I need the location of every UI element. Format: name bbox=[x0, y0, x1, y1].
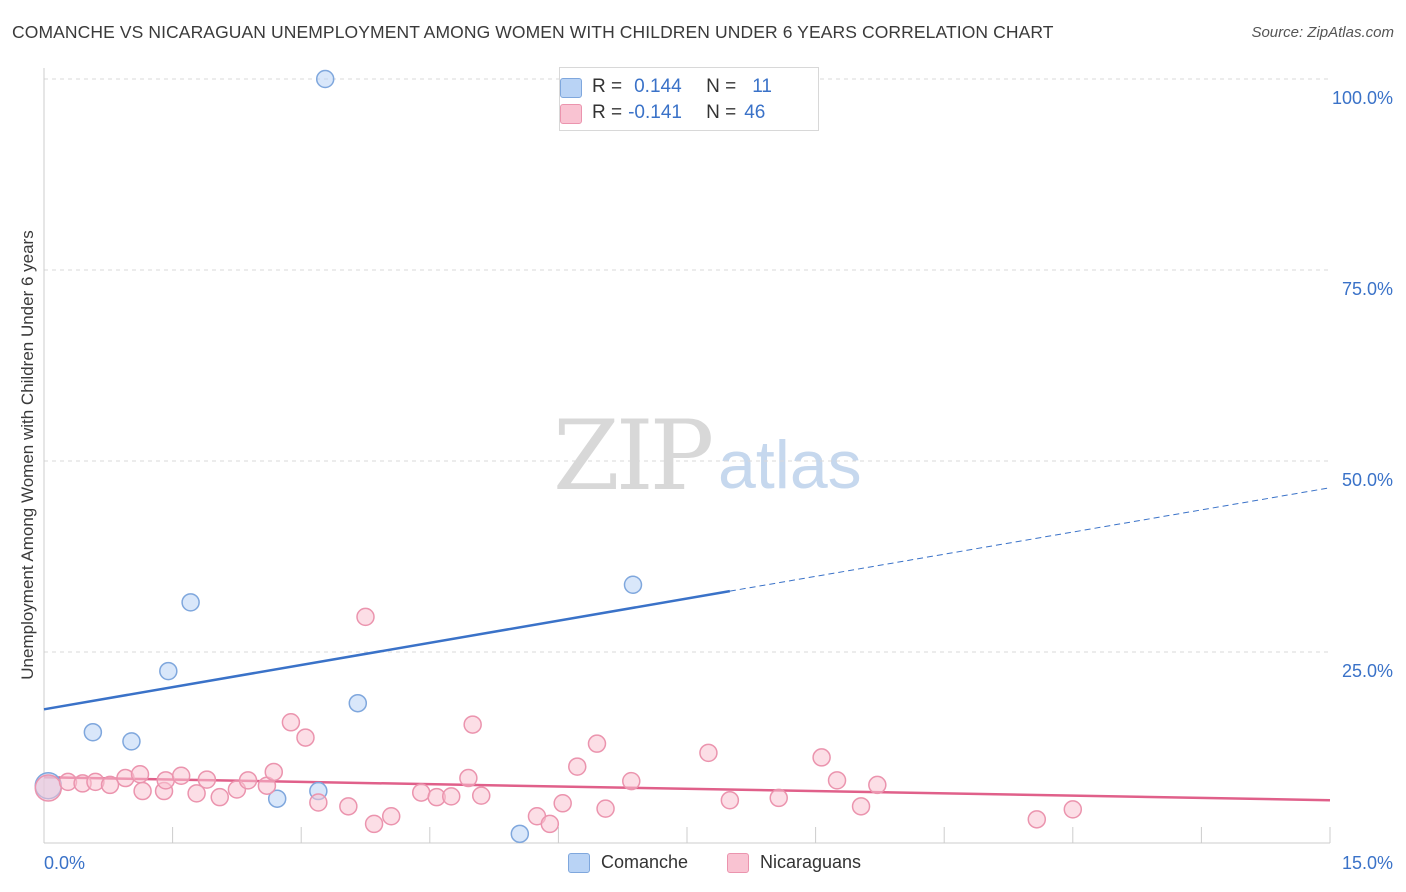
point-comanche bbox=[623, 575, 643, 595]
point-nicaraguans bbox=[769, 788, 788, 808]
point-comanche bbox=[83, 722, 103, 742]
point-nicaraguans bbox=[130, 764, 150, 784]
point-nicaraguans bbox=[622, 771, 641, 791]
legend-item-nicaraguans: Nicaraguans bbox=[727, 852, 861, 873]
tick-labels: 25.0% 50.0% 75.0% 100.0% 0.0% 15.0% bbox=[44, 88, 1393, 873]
watermark-atlas: atlas bbox=[718, 427, 862, 503]
point-nicaraguans bbox=[827, 771, 847, 790]
point-nicaraguans bbox=[238, 771, 258, 790]
point-nicaraguans bbox=[411, 783, 431, 802]
legend-row-comanche: R = 0.144 N = 11 bbox=[560, 74, 772, 100]
legend-r-label: R = bbox=[592, 102, 623, 123]
y-tick-label: 25.0% bbox=[1342, 661, 1393, 681]
point-nicaraguans bbox=[471, 786, 491, 805]
point-comanche bbox=[267, 789, 287, 808]
data-points bbox=[34, 69, 1083, 844]
point-nicaraguans bbox=[459, 768, 478, 788]
point-nicaraguans bbox=[587, 734, 607, 753]
trend-line-nicaraguans bbox=[43, 776, 1331, 802]
point-nicaraguans bbox=[463, 715, 482, 734]
point-nicaraguans bbox=[156, 771, 175, 790]
trend-lines bbox=[43, 487, 1331, 802]
x-tick-label: 0.0% bbox=[44, 853, 85, 873]
legend-r-value: 0.144 bbox=[634, 76, 682, 97]
point-nicaraguans bbox=[364, 814, 384, 834]
point-nicaraguans bbox=[540, 814, 560, 834]
point-nicaraguans bbox=[851, 797, 871, 816]
legend-item-comanche: Comanche bbox=[568, 852, 688, 873]
point-comanche bbox=[181, 593, 200, 612]
y-tick-label: 100.0% bbox=[1332, 88, 1393, 108]
point-nicaraguans bbox=[100, 775, 120, 795]
point-comanche bbox=[510, 824, 530, 844]
point-nicaraguans bbox=[720, 790, 740, 810]
point-nicaraguans bbox=[264, 762, 284, 782]
point-nicaraguans bbox=[553, 794, 572, 813]
legend-swatch-comanche bbox=[560, 78, 582, 98]
y-tick-label: 50.0% bbox=[1342, 470, 1393, 490]
point-nicaraguans bbox=[568, 757, 587, 776]
legend-n-label: N = bbox=[706, 76, 737, 97]
point-nicaraguans bbox=[441, 787, 461, 806]
correlation-legend: R = 0.144 N = 11 R = -0.141 N = 46 bbox=[559, 67, 819, 131]
legend-row-nicaraguans: R = -0.141 N = 46 bbox=[560, 100, 766, 126]
point-nicaraguans bbox=[133, 781, 152, 801]
point-nicaraguans bbox=[210, 787, 230, 807]
x-tick-label: 15.0% bbox=[1342, 853, 1393, 873]
legend-swatch-comanche bbox=[568, 852, 590, 873]
point-nicaraguans bbox=[356, 607, 375, 627]
point-nicaraguans bbox=[339, 797, 358, 816]
point-nicaraguans bbox=[1027, 810, 1047, 829]
watermark-zip: ZIP bbox=[553, 400, 714, 512]
point-nicaraguans bbox=[812, 748, 831, 767]
y-tick-label: 75.0% bbox=[1342, 279, 1393, 299]
point-nicaraguans bbox=[309, 793, 328, 812]
trend-line-comanche-projected bbox=[729, 487, 1331, 592]
point-nicaraguans bbox=[171, 766, 191, 786]
legend-swatch-nicaraguans bbox=[560, 104, 582, 124]
point-nicaraguans bbox=[281, 713, 301, 732]
point-comanche bbox=[315, 69, 335, 89]
point-nicaraguans bbox=[596, 799, 615, 818]
point-nicaraguans bbox=[1063, 800, 1083, 819]
legend-swatch-nicaraguans bbox=[727, 852, 749, 873]
axes bbox=[43, 68, 1331, 844]
legend-n-value: 46 bbox=[744, 102, 766, 123]
point-nicaraguans bbox=[868, 775, 887, 795]
legend-label-comanche: Comanche bbox=[601, 852, 689, 872]
point-comanche bbox=[348, 693, 368, 713]
legend-r-value: -0.141 bbox=[628, 102, 682, 123]
point-nicaraguans bbox=[381, 807, 401, 826]
chart-source: Source: ZipAtlas.com bbox=[1251, 24, 1394, 41]
point-comanche bbox=[159, 661, 178, 681]
point-nicaraguans bbox=[296, 728, 315, 747]
legend-n-label: N = bbox=[706, 102, 737, 123]
point-nicaraguans bbox=[197, 770, 217, 789]
gridlines bbox=[44, 78, 1330, 653]
legend-n-value: 11 bbox=[752, 76, 772, 97]
legend-r-label: R = bbox=[592, 76, 623, 97]
point-nicaraguans bbox=[187, 784, 206, 803]
point-nicaraguans bbox=[699, 743, 718, 763]
chart-title: COMANCHE VS NICARAGUAN UNEMPLOYMENT AMON… bbox=[12, 22, 1054, 42]
point-nicaraguans bbox=[34, 774, 63, 802]
legend-label-nicaraguans: Nicaraguans bbox=[760, 852, 862, 872]
point-comanche bbox=[122, 732, 141, 751]
trend-line-comanche bbox=[43, 589, 731, 711]
